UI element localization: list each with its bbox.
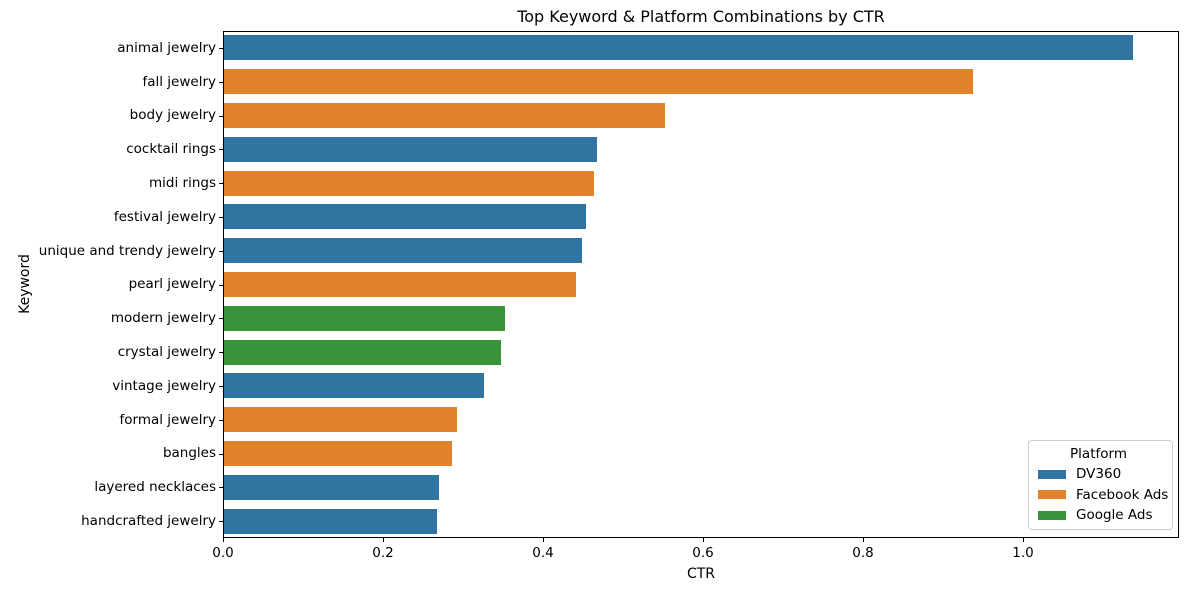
xtick-label-0.6: 0.6 (692, 545, 714, 561)
ytick-label-layered-necklaces: layered necklaces (94, 479, 216, 496)
xtick-label-1.0: 1.0 (1012, 545, 1034, 561)
ytick-label-midi-rings: midi rings (149, 175, 216, 192)
ytick-label-handcrafted-jewelry: handcrafted jewelry (81, 513, 216, 530)
xtick-mark (223, 538, 224, 542)
ytick-label-unique-and-trendy-jewelry: unique and trendy jewelry (38, 242, 216, 259)
ytick-mark (219, 487, 223, 489)
ytick-label-vintage-jewelry: vintage jewelry (112, 377, 216, 394)
bar-formal-jewelry (223, 407, 457, 433)
legend-entry-google-ads: Google Ads (1033, 505, 1164, 526)
bar-crystal-jewelry (223, 339, 501, 365)
ytick-mark (219, 453, 223, 455)
legend-label-dv360: DV360 (1076, 466, 1122, 483)
x-axis-label: CTR (686, 566, 716, 582)
xtick-mark (703, 538, 704, 542)
bar-midi-rings (223, 170, 594, 196)
legend-entry-dv360: DV360 (1033, 464, 1164, 485)
xtick-mark (543, 538, 544, 542)
ytick-mark (219, 385, 223, 387)
ytick-mark (219, 250, 223, 252)
xtick-label-0.0: 0.0 (212, 545, 234, 561)
bar-modern-jewelry (223, 305, 505, 331)
bar-unique-and-trendy-jewelry (223, 238, 582, 264)
legend-swatch-google-ads (1038, 510, 1066, 520)
bar-layered-necklaces (223, 474, 439, 500)
xtick-mark (863, 538, 864, 542)
ytick-label-modern-jewelry: modern jewelry (110, 310, 216, 327)
bar-body-jewelry (223, 103, 665, 128)
ytick-mark (219, 318, 223, 320)
legend-label-google-ads: Google Ads (1076, 507, 1153, 524)
bar-cocktail-rings (223, 136, 597, 162)
ytick-label-festival-jewelry: festival jewelry (113, 208, 216, 225)
ytick-label-bangles: bangles (162, 445, 216, 462)
bar-bangles (223, 441, 452, 466)
ytick-mark (219, 284, 223, 286)
legend-label-facebook-ads: Facebook Ads (1076, 486, 1169, 503)
ytick-label-crystal-jewelry: crystal jewelry (117, 344, 216, 361)
xtick-label-0.2: 0.2 (372, 545, 394, 561)
ytick-mark (219, 521, 223, 523)
bar-vintage-jewelry (223, 373, 484, 399)
ytick-mark (219, 149, 223, 151)
ytick-label-pearl-jewelry: pearl jewelry (128, 276, 216, 293)
xtick-mark (1023, 538, 1024, 542)
ytick-label-body-jewelry: body jewelry (129, 107, 216, 124)
xtick-label-0.4: 0.4 (532, 545, 554, 561)
bar-pearl-jewelry (223, 272, 576, 297)
bar-handcrafted-jewelry (223, 508, 437, 534)
ytick-label-fall-jewelry: fall jewelry (142, 73, 216, 90)
ytick-mark (219, 81, 223, 83)
bar-animal-jewelry (223, 35, 1133, 61)
xtick-label-0.8: 0.8 (852, 545, 874, 561)
ytick-mark (219, 216, 223, 218)
ytick-mark (219, 47, 223, 49)
ytick-label-cocktail-rings: cocktail rings (126, 141, 216, 158)
legend-entry-facebook-ads: Facebook Ads (1033, 485, 1168, 506)
chart-title: Top Keyword & Platform Combinations by C… (517, 7, 885, 26)
legend-swatch-facebook-ads (1038, 490, 1066, 500)
ytick-mark (219, 419, 223, 421)
legend-title: Platform (1070, 446, 1127, 462)
ytick-label-formal-jewelry: formal jewelry (119, 411, 216, 428)
ytick-mark (219, 183, 223, 185)
plot-area (223, 31, 1179, 538)
xtick-mark (383, 538, 384, 542)
legend: Platform DV360 Facebook Ads Google Ads (1028, 440, 1173, 530)
bar-fall-jewelry (223, 69, 973, 95)
ytick-label-animal-jewelry: animal jewelry (117, 39, 216, 56)
ytick-mark (219, 115, 223, 117)
legend-swatch-dv360 (1038, 469, 1066, 479)
ytick-mark (219, 352, 223, 354)
bar-festival-jewelry (223, 204, 586, 230)
